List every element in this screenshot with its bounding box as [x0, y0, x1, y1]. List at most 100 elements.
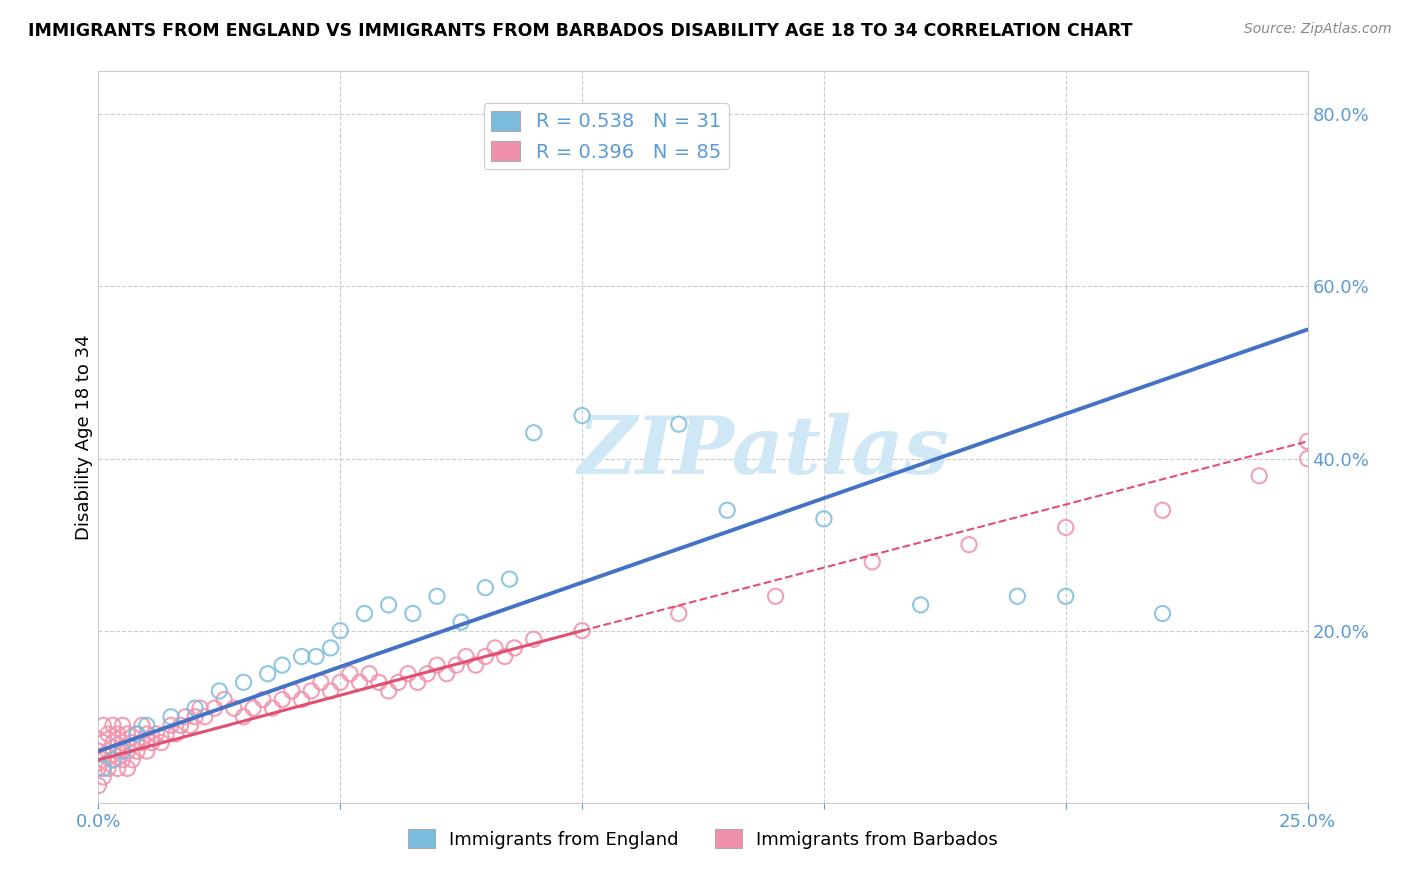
Point: [179, 718, 201, 732]
Point: [498, 572, 520, 586]
Point: [242, 701, 264, 715]
Point: [222, 701, 245, 715]
Point: [87, 779, 110, 793]
Point: [494, 649, 516, 664]
Point: [464, 658, 486, 673]
Point: [91, 735, 114, 749]
Point: [319, 640, 342, 655]
Point: [1152, 607, 1174, 621]
Point: [281, 684, 304, 698]
Point: [101, 753, 124, 767]
Point: [184, 710, 207, 724]
Point: [121, 735, 143, 749]
Point: [101, 735, 124, 749]
Point: [97, 727, 120, 741]
Point: [262, 701, 284, 715]
Text: IMMIGRANTS FROM ENGLAND VS IMMIGRANTS FROM BARBADOS DISABILITY AGE 18 TO 34 CORR: IMMIGRANTS FROM ENGLAND VS IMMIGRANTS FR…: [28, 22, 1133, 40]
Point: [271, 658, 294, 673]
Point: [160, 718, 183, 732]
Point: [290, 692, 312, 706]
Point: [416, 666, 439, 681]
Point: [1296, 434, 1319, 449]
Point: [174, 710, 197, 724]
Point: [127, 744, 149, 758]
Point: [349, 675, 371, 690]
Point: [131, 718, 153, 732]
Point: [107, 727, 129, 741]
Point: [117, 727, 139, 741]
Point: [141, 735, 163, 749]
Point: [1007, 589, 1029, 603]
Point: [127, 727, 149, 741]
Point: [150, 735, 173, 749]
Point: [368, 675, 391, 690]
Y-axis label: Disability Age 18 to 34: Disability Age 18 to 34: [75, 334, 93, 540]
Point: [111, 753, 134, 767]
Point: [135, 718, 157, 732]
Point: [446, 658, 468, 673]
Point: [299, 684, 322, 698]
Point: [184, 701, 207, 715]
Point: [377, 598, 399, 612]
Legend: Immigrants from England, Immigrants from Barbados: Immigrants from England, Immigrants from…: [401, 822, 1005, 856]
Point: [523, 425, 546, 440]
Point: [957, 538, 980, 552]
Point: [396, 666, 419, 681]
Point: [91, 770, 114, 784]
Point: [117, 761, 139, 775]
Point: [107, 744, 129, 758]
Point: [97, 744, 120, 758]
Point: [256, 666, 278, 681]
Point: [305, 649, 328, 664]
Point: [353, 607, 375, 621]
Point: [111, 718, 134, 732]
Point: [117, 744, 139, 758]
Point: [169, 718, 191, 732]
Point: [87, 744, 110, 758]
Point: [1296, 451, 1319, 466]
Point: [454, 649, 477, 664]
Point: [145, 727, 167, 741]
Point: [135, 744, 157, 758]
Point: [571, 409, 593, 423]
Text: Source: ZipAtlas.com: Source: ZipAtlas.com: [1244, 22, 1392, 37]
Point: [716, 503, 738, 517]
Point: [208, 684, 231, 698]
Text: ZIPatlas: ZIPatlas: [578, 413, 949, 491]
Point: [329, 624, 352, 638]
Point: [165, 727, 187, 741]
Point: [910, 598, 932, 612]
Point: [426, 658, 449, 673]
Point: [111, 735, 134, 749]
Point: [359, 666, 381, 681]
Point: [668, 607, 690, 621]
Point: [668, 417, 690, 432]
Point: [87, 761, 110, 775]
Point: [91, 718, 114, 732]
Point: [319, 684, 342, 698]
Point: [387, 675, 409, 690]
Point: [160, 710, 183, 724]
Point: [232, 710, 254, 724]
Point: [1152, 503, 1174, 517]
Point: [135, 727, 157, 741]
Point: [765, 589, 787, 603]
Point: [309, 675, 332, 690]
Point: [127, 727, 149, 741]
Point: [121, 753, 143, 767]
Point: [155, 727, 177, 741]
Point: [436, 666, 458, 681]
Point: [474, 581, 496, 595]
Point: [813, 512, 835, 526]
Point: [406, 675, 429, 690]
Point: [339, 666, 361, 681]
Point: [571, 624, 593, 638]
Point: [377, 684, 399, 698]
Point: [111, 744, 134, 758]
Point: [91, 753, 114, 767]
Point: [232, 675, 254, 690]
Point: [402, 607, 425, 621]
Point: [97, 761, 120, 775]
Point: [1054, 589, 1077, 603]
Point: [194, 710, 217, 724]
